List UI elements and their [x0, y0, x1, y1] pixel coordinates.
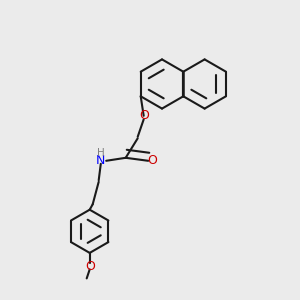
Text: O: O	[139, 109, 148, 122]
Text: H: H	[97, 148, 105, 158]
Text: O: O	[85, 260, 94, 273]
Text: O: O	[147, 154, 157, 167]
Text: N: N	[96, 154, 106, 167]
